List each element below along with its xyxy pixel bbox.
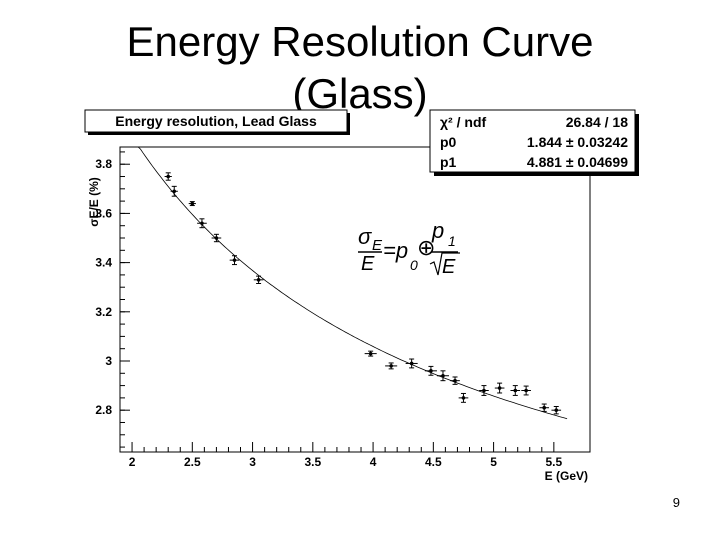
data-point xyxy=(524,388,528,393)
formula-sub0: 0 xyxy=(410,257,418,273)
x-tick-label: 4.5 xyxy=(425,455,442,469)
x-axis-label: E (GeV) xyxy=(545,469,588,483)
data-point xyxy=(368,351,373,356)
fit-curve-group xyxy=(126,146,568,420)
data-point xyxy=(497,386,502,390)
data-point xyxy=(256,278,261,282)
slide-title-line1: Energy Resolution Curve xyxy=(126,18,594,65)
y-tick-label: 3.4 xyxy=(95,256,112,270)
fit-curve xyxy=(126,146,568,420)
formula-sqrt-sign xyxy=(429,252,460,276)
data-point xyxy=(482,388,486,393)
data-point xyxy=(214,236,219,240)
data-point xyxy=(232,258,237,262)
formula-oplus: ⊕ xyxy=(417,235,435,260)
data-point xyxy=(542,405,547,410)
data-point xyxy=(389,364,393,368)
data-point xyxy=(461,396,466,400)
x-tick-label: 2 xyxy=(129,455,136,469)
data-point xyxy=(453,378,457,383)
y-tick-label: 3.2 xyxy=(95,305,112,319)
plot-frame xyxy=(119,146,591,453)
x-tick-label: 4 xyxy=(370,455,377,469)
formula-equals-p: =p xyxy=(383,238,408,263)
stats-p1-label: p1 xyxy=(440,154,457,170)
slide-title-line2: (Glass) xyxy=(292,70,428,117)
resolution-formula: σ E E =p 0 ⊕ p 1 E xyxy=(358,218,460,278)
formula-sigma: σ xyxy=(358,224,372,249)
stats-p1-value: 4.881 ± 0.04699 xyxy=(527,154,628,170)
data-points-group xyxy=(164,172,562,415)
x-tick-label: 3.5 xyxy=(304,455,321,469)
data-point xyxy=(409,361,414,366)
formula-sqrt-e: E xyxy=(442,256,456,278)
data-point xyxy=(554,408,559,412)
data-point xyxy=(441,373,445,378)
formula-denom-e: E xyxy=(361,253,375,275)
y-tick-label: 3 xyxy=(105,354,112,368)
x-tick-label: 5.5 xyxy=(546,455,563,469)
formula-sub1: 1 xyxy=(448,233,456,249)
data-point xyxy=(429,369,433,373)
y-axis-label: σE/E (%) xyxy=(87,177,101,227)
x-tick-label: 2.5 xyxy=(184,455,201,469)
formula-p1: p xyxy=(431,218,444,243)
stats-chi2-label: χ² / ndf xyxy=(440,114,486,130)
stats-chi2-value: 26.84 / 18 xyxy=(566,114,628,130)
stats-p0-label: p0 xyxy=(440,134,457,150)
data-point xyxy=(200,221,204,226)
y-tick-label: 3.6 xyxy=(95,206,112,220)
stats-box xyxy=(429,109,636,173)
stats-p0-value: 1.844 ± 0.03242 xyxy=(527,134,628,150)
data-point xyxy=(513,388,518,393)
y-tick-label: 2.8 xyxy=(95,403,112,417)
x-tick-label: 5 xyxy=(490,455,497,469)
chart-title: Energy resolution, Lead Glass xyxy=(115,113,317,129)
x-axis-ticks: 2 2.5 3 3.5 4 4.5 5 5.5 xyxy=(129,442,563,469)
chart-title-box xyxy=(84,109,348,133)
y-axis-ticks: 2.8 3 3.2 3.4 3.6 3.8 xyxy=(95,151,130,448)
x-tick-label: 3 xyxy=(249,455,256,469)
data-point xyxy=(166,174,171,179)
data-point xyxy=(172,189,177,194)
y-tick-label: 3.8 xyxy=(95,157,112,171)
page-number: 9 xyxy=(672,495,680,510)
formula-sub-e: E xyxy=(372,237,383,254)
data-point xyxy=(190,201,195,206)
